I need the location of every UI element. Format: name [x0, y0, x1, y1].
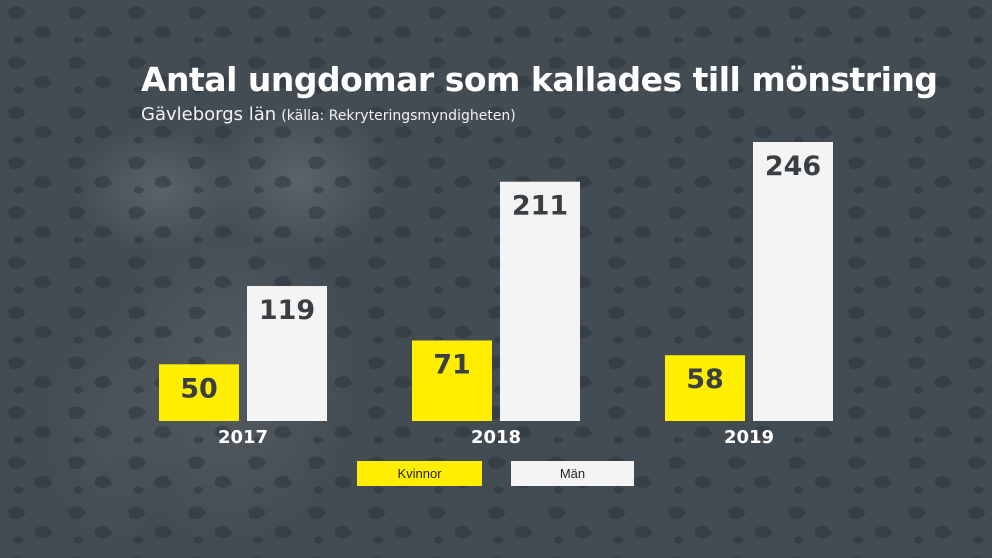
data-label-kvinnor-2017: 50: [180, 373, 218, 404]
bar-man-2018: [500, 181, 580, 421]
legend-man: Män: [511, 461, 634, 486]
chart-title: Antal ungdomar som kallades till mönstri…: [141, 60, 938, 99]
subtitle-source: (källa: Rekryteringsmyndigheten): [281, 108, 516, 124]
subtitle-region: Gävleborgs län: [141, 104, 277, 125]
data-label-man-2019: 246: [765, 151, 821, 182]
x-tick-label-2017: 2017: [218, 427, 268, 448]
bar-man-2017: [247, 286, 327, 421]
chart-subtitle: Gävleborgs län (källa: Rekryteringsmyndi…: [141, 104, 516, 125]
bar-kvinnor-2018: [412, 340, 492, 421]
data-label-man-2017: 119: [259, 295, 315, 326]
bar-kvinnor-2017: [159, 364, 239, 421]
data-label-kvinnor-2019: 58: [686, 364, 724, 395]
bar-man-2019: [753, 142, 833, 421]
x-tick-label-2018: 2018: [471, 427, 521, 448]
bar-kvinnor-2019: [665, 355, 745, 421]
data-label-man-2018: 211: [512, 191, 568, 222]
data-label-kvinnor-2018: 71: [433, 349, 471, 380]
legend-kvinnor: Kvinnor: [357, 461, 482, 486]
x-tick-label-2019: 2019: [724, 427, 774, 448]
